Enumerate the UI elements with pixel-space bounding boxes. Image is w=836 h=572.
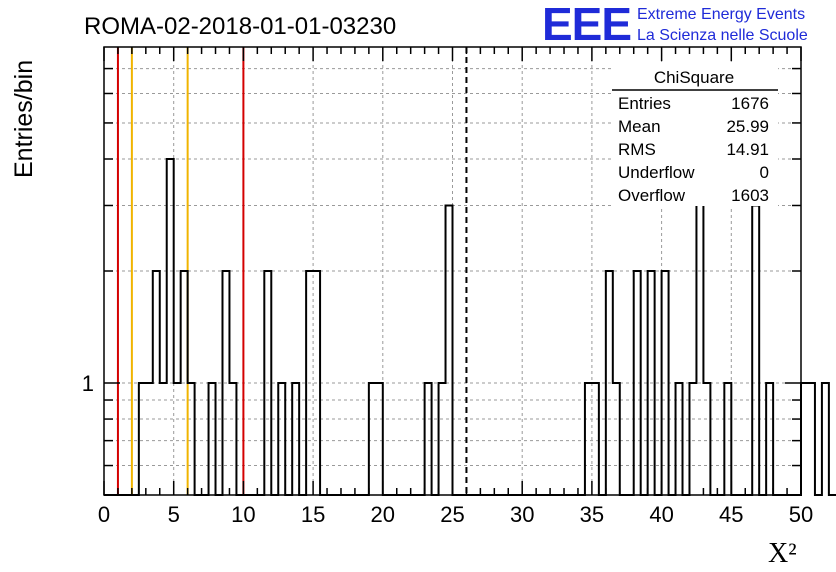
chart-title: ROMA-02-2018-01-01-03230 bbox=[84, 13, 396, 40]
stats-value-mean: 25.99 bbox=[726, 117, 769, 136]
stats-value-underflow: 0 bbox=[760, 163, 769, 182]
x-tick-label: 15 bbox=[301, 502, 325, 527]
stats-label-overflow: Overflow bbox=[618, 186, 686, 205]
histogram-bin bbox=[822, 383, 829, 495]
x-tick-label: 20 bbox=[371, 502, 395, 527]
histogram-bin bbox=[696, 159, 703, 495]
stats-title: ChiSquare bbox=[654, 68, 734, 87]
stats-label-mean: Mean bbox=[618, 117, 661, 136]
stats-label-underflow: Underflow bbox=[618, 163, 695, 182]
stats-label-rms: RMS bbox=[618, 140, 656, 159]
x-tick-label: 10 bbox=[231, 502, 255, 527]
marker-lines bbox=[116, 47, 468, 495]
x-tick-label: 30 bbox=[510, 502, 534, 527]
histogram-bin bbox=[752, 205, 759, 495]
histogram-bin bbox=[167, 159, 174, 495]
brand-line-2: La Scienza nelle Scuole bbox=[637, 27, 808, 44]
stats-box: ChiSquare Entries 1676 Mean 25.99 RMS 14… bbox=[612, 62, 778, 206]
stats-value-entries: 1676 bbox=[731, 94, 769, 113]
histogram-bin bbox=[446, 205, 453, 495]
y-tick-label: 1 bbox=[82, 371, 94, 396]
x-tick-label: 5 bbox=[168, 502, 180, 527]
x-tick-label: 45 bbox=[719, 502, 743, 527]
stats-value-overflow: 1603 bbox=[731, 186, 769, 205]
histogram-bin bbox=[808, 383, 815, 495]
stats-label-entries: Entries bbox=[618, 94, 671, 113]
y-axis-ticks: 1 bbox=[82, 67, 801, 467]
y-axis-label: Entries/bin bbox=[10, 60, 38, 178]
histogram-bin bbox=[801, 383, 808, 495]
x-tick-label: 0 bbox=[98, 502, 110, 527]
x-axis-ticks: 0 5 10 15 20 25 30 35 40 45 50 bbox=[98, 47, 813, 527]
eee-logo: EEE bbox=[542, 0, 631, 50]
histogram-step-line bbox=[104, 158, 836, 496]
x-tick-label: 35 bbox=[580, 502, 604, 527]
x-tick-label: 50 bbox=[789, 502, 813, 527]
histogram-series bbox=[104, 158, 836, 496]
x-tick-label: 25 bbox=[440, 502, 464, 527]
x-tick-label: 40 bbox=[649, 502, 673, 527]
brand-line-1: Extreme Energy Events bbox=[637, 6, 805, 23]
stats-value-rms: 14.91 bbox=[726, 140, 769, 159]
x-axis-label: X² bbox=[768, 538, 797, 569]
